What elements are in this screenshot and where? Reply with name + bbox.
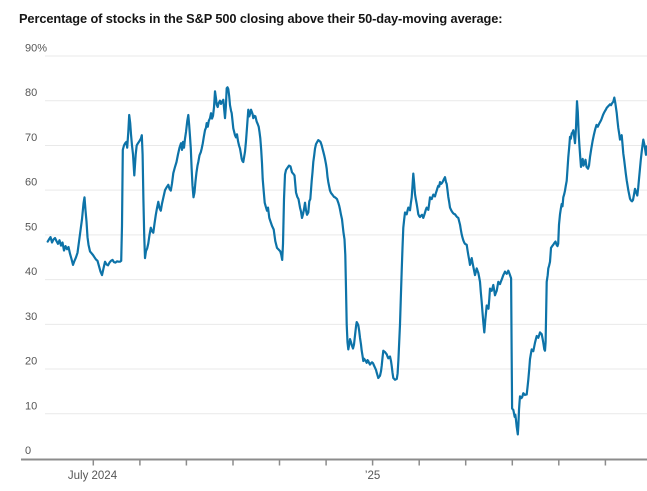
chart-title: Percentage of stocks in the S&P 500 clos… bbox=[19, 11, 503, 26]
y-axis-label: 90% bbox=[25, 43, 47, 55]
y-axis-label: 0 bbox=[25, 445, 31, 457]
x-axis bbox=[21, 458, 647, 466]
y-axis-label: 80 bbox=[25, 87, 37, 99]
data-line bbox=[46, 86, 647, 436]
y-axis-label: 20 bbox=[25, 356, 37, 368]
y-axis-label: 10 bbox=[25, 400, 37, 412]
gridlines bbox=[45, 55, 647, 415]
y-axis-label: 50 bbox=[25, 221, 37, 233]
y-axis-labels: 90% 80 70 60 50 40 30 20 10 0 bbox=[25, 43, 47, 458]
y-axis-label: 40 bbox=[25, 266, 37, 278]
x-axis-labels: July 2024 ’25 bbox=[68, 470, 380, 482]
y-axis-label: 70 bbox=[25, 132, 37, 144]
x-axis-label: ’25 bbox=[365, 470, 380, 482]
x-axis-label: July 2024 bbox=[68, 470, 118, 482]
y-axis-label: 30 bbox=[25, 311, 37, 323]
y-axis-label: 60 bbox=[25, 177, 37, 189]
